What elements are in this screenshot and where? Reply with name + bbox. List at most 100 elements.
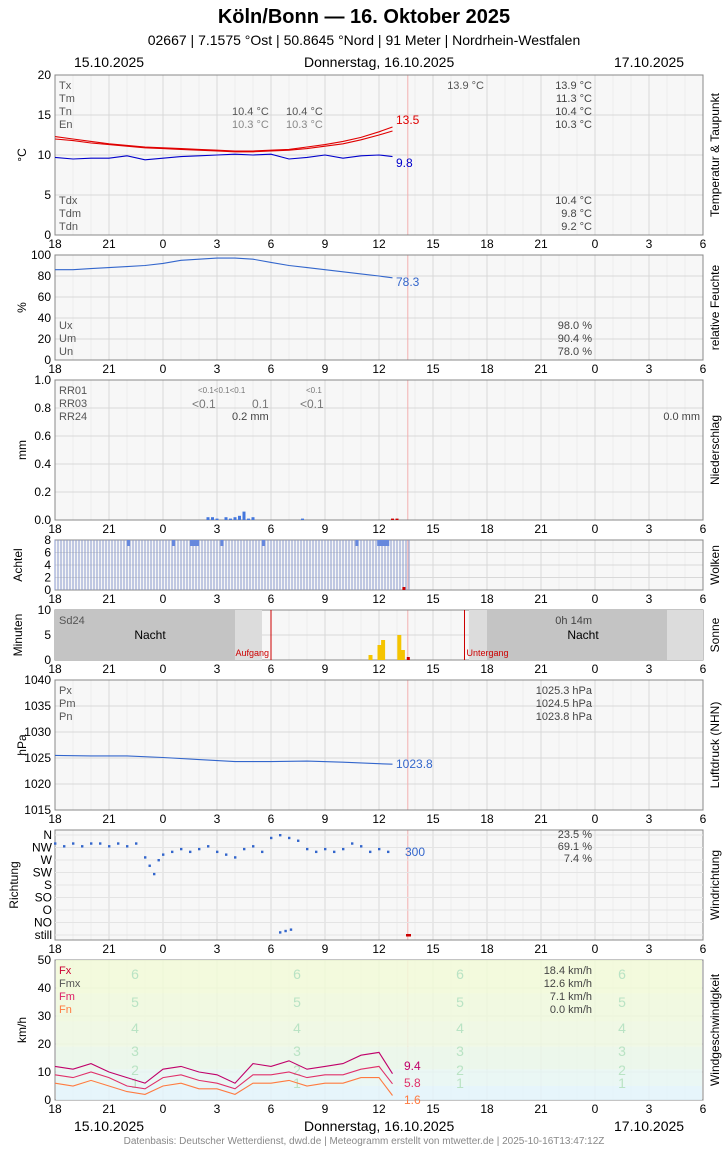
beaufort-label: 4 bbox=[618, 1020, 626, 1036]
dir-category: SO bbox=[35, 891, 52, 905]
hum-panel-xtick: 18 bbox=[48, 362, 62, 376]
temp-panel-xtick: 18 bbox=[48, 237, 62, 251]
wind-panel-xtick: 12 bbox=[372, 1102, 386, 1116]
temp-legend: Tm bbox=[59, 93, 75, 105]
beaufort-label: 4 bbox=[456, 1020, 464, 1036]
temp-panel-ytick: 15 bbox=[38, 108, 52, 122]
dir-panel-xtick: 9 bbox=[322, 942, 329, 956]
hum-panel-frame bbox=[54, 254, 704, 361]
rain-panel-xtick: 18 bbox=[480, 522, 494, 536]
cloud-mark bbox=[172, 540, 175, 546]
hum-panel-xtick: 0 bbox=[160, 362, 167, 376]
date-right-bottom: 17.10.2025 bbox=[614, 1118, 685, 1134]
hum-panel-xtick: 3 bbox=[214, 362, 221, 376]
cloud-mark bbox=[355, 540, 359, 546]
night-label-2: Nacht bbox=[567, 628, 599, 642]
temp-stats-lower: 10.4 °C bbox=[555, 195, 592, 207]
cloud-panel-side-label: Wolken bbox=[708, 545, 722, 585]
temp-panel-frame bbox=[54, 74, 704, 236]
sun-panel-xtick: 0 bbox=[160, 662, 167, 676]
rain-bar bbox=[301, 518, 304, 520]
dir-point bbox=[289, 928, 293, 931]
rain-bar bbox=[395, 518, 399, 520]
dir-stats: 23.5 % bbox=[558, 829, 592, 841]
dir-panel-xtick: 0 bbox=[592, 942, 599, 956]
press-panel-xtick: 6 bbox=[268, 812, 275, 826]
hum-panel-ytick: 20 bbox=[38, 332, 52, 346]
rain-panel-ytick: 1.0 bbox=[34, 373, 51, 387]
rain-legend: RR01 bbox=[59, 385, 87, 397]
wind-panel-xtick: 6 bbox=[268, 1102, 275, 1116]
beaufort-band bbox=[56, 1021, 702, 1047]
beaufort-band bbox=[56, 993, 702, 1022]
press-stats: 1024.5 hPa bbox=[536, 698, 593, 710]
sun-panel-xtick: 12 bbox=[372, 662, 386, 676]
cloud-panel-xtick: 3 bbox=[646, 592, 653, 606]
rain-panel-xtick: 0 bbox=[160, 522, 167, 536]
cloud-mark bbox=[220, 540, 224, 546]
sun-panel-xtick: 21 bbox=[102, 662, 116, 676]
wind-panel-xtick: 15 bbox=[426, 1102, 440, 1116]
rain-rr01b: <0.1 bbox=[306, 386, 322, 395]
dusk-shade bbox=[469, 610, 487, 660]
sun-panel-ytick: 10 bbox=[38, 603, 52, 617]
date-left-bottom: 15.10.2025 bbox=[74, 1118, 145, 1134]
wind-panel-ytick: 40 bbox=[38, 981, 52, 995]
wind-panel-ytick: 30 bbox=[38, 1009, 52, 1023]
press-panel-ytick: 1040 bbox=[24, 673, 51, 687]
press-last-value: 1023.8 bbox=[396, 757, 433, 771]
temp-series-temp2 bbox=[54, 130, 393, 153]
sun-now-marker bbox=[406, 657, 410, 660]
hum-panel-ytick: 80 bbox=[38, 269, 52, 283]
wind-panel-side-label: Windgeschwindigkeit bbox=[708, 973, 722, 1086]
cloud-now-marker bbox=[402, 587, 406, 590]
temp-panel-xtick: 0 bbox=[160, 237, 167, 251]
beaufort-band bbox=[56, 960, 702, 994]
temp-legend-lower: Tdm bbox=[59, 208, 81, 220]
dawn-shade bbox=[235, 610, 262, 660]
dir-point bbox=[234, 856, 237, 859]
dir-point bbox=[144, 856, 147, 859]
wind-legend-fm: Fm bbox=[59, 991, 75, 1003]
press-panel-ytick: 1035 bbox=[24, 699, 51, 713]
press-panel-xtick: 21 bbox=[534, 812, 548, 826]
cloud-panel-xtick: 6 bbox=[700, 592, 707, 606]
dir-point bbox=[180, 847, 183, 851]
press-panel-ytick: 1030 bbox=[24, 725, 51, 739]
sunset-label: Untergang bbox=[467, 648, 509, 658]
temp-annot-max: 13.9 °C bbox=[447, 80, 484, 92]
press-panel-frame bbox=[54, 679, 704, 811]
cloud-panel-ytick: 0 bbox=[44, 583, 51, 597]
rain-bar bbox=[238, 515, 241, 520]
dir-point bbox=[306, 847, 309, 851]
cloud-mark bbox=[377, 540, 390, 546]
dir-point bbox=[387, 850, 390, 854]
rain-rr03c: <0.1 bbox=[300, 397, 324, 411]
press-panel-xtick: 0 bbox=[592, 812, 599, 826]
hum-panel-ytick: 0 bbox=[44, 353, 51, 367]
dir-point bbox=[333, 850, 336, 854]
temp-panel-side-label: Temperatur & Taupunkt bbox=[708, 92, 722, 217]
temp-stats: 13.9 °C bbox=[555, 80, 592, 92]
hum-panel-ytick: 40 bbox=[38, 311, 52, 325]
rain-panel-xtick: 12 bbox=[372, 522, 386, 536]
rain-panel-xtick: 18 bbox=[48, 522, 62, 536]
temp-series-temp bbox=[54, 126, 393, 152]
dir-category: S bbox=[44, 878, 52, 892]
night-label-1: Nacht bbox=[134, 628, 166, 642]
hum-panel-ytick: 100 bbox=[31, 248, 51, 262]
date-right: 17.10.2025 bbox=[614, 54, 685, 70]
dir-panel-xtick: 3 bbox=[214, 942, 221, 956]
dir-stats: 7.4 % bbox=[564, 853, 592, 865]
dir-point bbox=[297, 839, 300, 842]
dir-category: O bbox=[43, 903, 52, 917]
rain-panel-side-label: Niederschlag bbox=[708, 415, 722, 485]
wind-panel-xtick: 3 bbox=[646, 1102, 653, 1116]
rain-bar bbox=[211, 517, 214, 520]
dir-point bbox=[189, 850, 192, 854]
beaufort-label: 2 bbox=[618, 1062, 626, 1078]
beaufort-band bbox=[56, 1046, 702, 1070]
wind-panel-ylabel: km/h bbox=[15, 1017, 29, 1043]
rain-panel-ytick: 0.8 bbox=[34, 401, 51, 415]
date-center: Donnerstag, 16.10.2025 bbox=[304, 54, 455, 70]
